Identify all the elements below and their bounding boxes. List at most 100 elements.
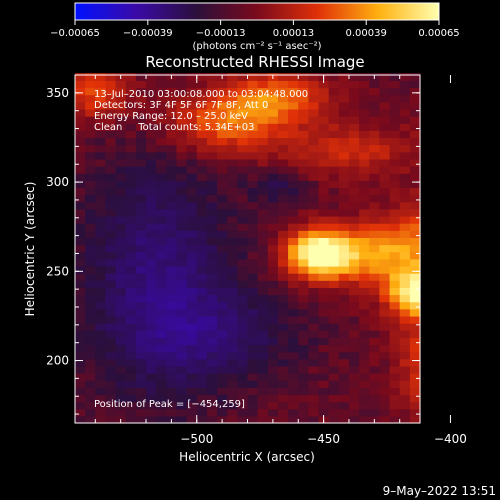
heatmap-cell — [257, 116, 269, 124]
heatmap-cell — [217, 87, 228, 96]
heatmap-cell — [267, 294, 279, 303]
heatmap-cell — [409, 294, 421, 303]
heatmap-cell — [135, 73, 147, 81]
heatmap-cell — [399, 223, 411, 231]
heatmap-cell — [75, 101, 86, 110]
heatmap-cell — [156, 294, 167, 303]
heatmap-cell — [95, 401, 107, 410]
heatmap-cell — [176, 273, 188, 281]
heatmap-cell — [227, 251, 238, 260]
heatmap-cell — [115, 208, 127, 217]
heatmap-cell — [176, 401, 188, 410]
heatmap-cell — [379, 365, 391, 374]
heatmap-cell — [409, 265, 421, 274]
heatmap-cell — [348, 116, 360, 124]
heatmap-cell — [328, 408, 340, 417]
heatmap-cell — [409, 323, 421, 331]
heatmap-cell — [298, 158, 309, 167]
heatmap-cell — [237, 73, 249, 81]
heatmap-cell — [237, 351, 249, 360]
heatmap-cell — [399, 308, 411, 317]
heatmap-cell — [166, 337, 178, 346]
heatmap-cell — [217, 380, 228, 388]
heatmap-cell — [217, 173, 228, 181]
heatmap-cell — [125, 401, 137, 410]
heatmap-cell — [206, 344, 218, 353]
heatmap-cell — [125, 265, 137, 274]
heatmap-cell — [135, 258, 147, 267]
heatmap-cell — [95, 108, 107, 117]
heatmap-cell — [369, 215, 381, 224]
heatmap-cell — [227, 87, 238, 96]
heatmap-cell — [75, 301, 86, 310]
heatmap-cell — [196, 415, 208, 424]
heatmap-cell — [75, 380, 86, 388]
heatmap-cell — [115, 401, 127, 410]
heatmap-cell — [267, 251, 279, 260]
heatmap-cell — [328, 287, 340, 296]
heatmap-cell — [348, 230, 360, 238]
heatmap-cell — [217, 337, 228, 346]
heatmap-cell — [75, 223, 86, 231]
heatmap-cell — [267, 208, 279, 217]
heatmap-cell — [95, 101, 107, 110]
heatmap-cell — [186, 251, 198, 260]
heatmap-cell — [156, 80, 167, 89]
heatmap-cell — [277, 301, 289, 310]
heatmap-cell — [409, 408, 421, 417]
heatmap-cell — [196, 273, 208, 281]
heatmap-cell — [328, 215, 340, 224]
heatmap-cell — [267, 194, 279, 203]
heatmap-cell — [186, 73, 198, 81]
heatmap-cell — [156, 116, 167, 124]
heatmap-cell — [308, 365, 320, 374]
heatmap-cell — [288, 258, 299, 267]
heatmap-cell — [85, 280, 96, 288]
heatmap-cell — [267, 337, 279, 346]
heatmap-cell — [206, 280, 218, 288]
heatmap-cell — [379, 287, 391, 296]
heatmap-cell — [257, 244, 269, 253]
heatmap-cell — [389, 323, 401, 331]
heatmap-cell — [176, 387, 188, 396]
heatmap-cell — [135, 280, 147, 288]
heatmap-cell — [328, 230, 340, 238]
heatmap-cell — [146, 94, 157, 103]
heatmap-cell — [146, 180, 157, 189]
heatmap-cell — [379, 315, 391, 324]
heatmap-cell — [399, 237, 411, 246]
heatmap-cell — [156, 187, 167, 196]
heatmap-cell — [328, 380, 340, 388]
heatmap-cell — [85, 408, 96, 417]
heatmap-cell — [257, 123, 269, 131]
heatmap-cell — [166, 144, 178, 153]
heatmap-cell — [409, 358, 421, 367]
heatmap-cell — [359, 101, 370, 110]
heatmap-cell — [359, 137, 370, 146]
heatmap-cell — [75, 408, 86, 417]
heatmap-cell — [257, 237, 269, 246]
heatmap-cell — [135, 230, 147, 238]
heatmap-cell — [176, 251, 188, 260]
heatmap-cell — [288, 323, 299, 331]
heatmap-cell — [369, 365, 381, 374]
heatmap-cell — [308, 415, 320, 424]
heatmap-cell — [328, 144, 340, 153]
heatmap-cell — [298, 144, 309, 153]
heatmap-cell — [227, 94, 238, 103]
heatmap-cell — [348, 380, 360, 388]
heatmap-cell — [369, 166, 381, 174]
heatmap-cell — [338, 173, 350, 181]
heatmap-cell — [125, 94, 137, 103]
heatmap-cell — [379, 230, 391, 238]
heatmap-cell — [247, 280, 259, 288]
heatmap-cell — [338, 258, 350, 267]
heatmap-cell — [166, 380, 178, 388]
heatmap-cell — [379, 116, 391, 124]
heatmap-cell — [146, 308, 157, 317]
heatmap-cell — [247, 201, 259, 210]
heatmap-cell — [135, 201, 147, 210]
heatmap-cell — [75, 244, 86, 253]
heatmap-cell — [389, 208, 401, 217]
heatmap-cell — [257, 180, 269, 189]
